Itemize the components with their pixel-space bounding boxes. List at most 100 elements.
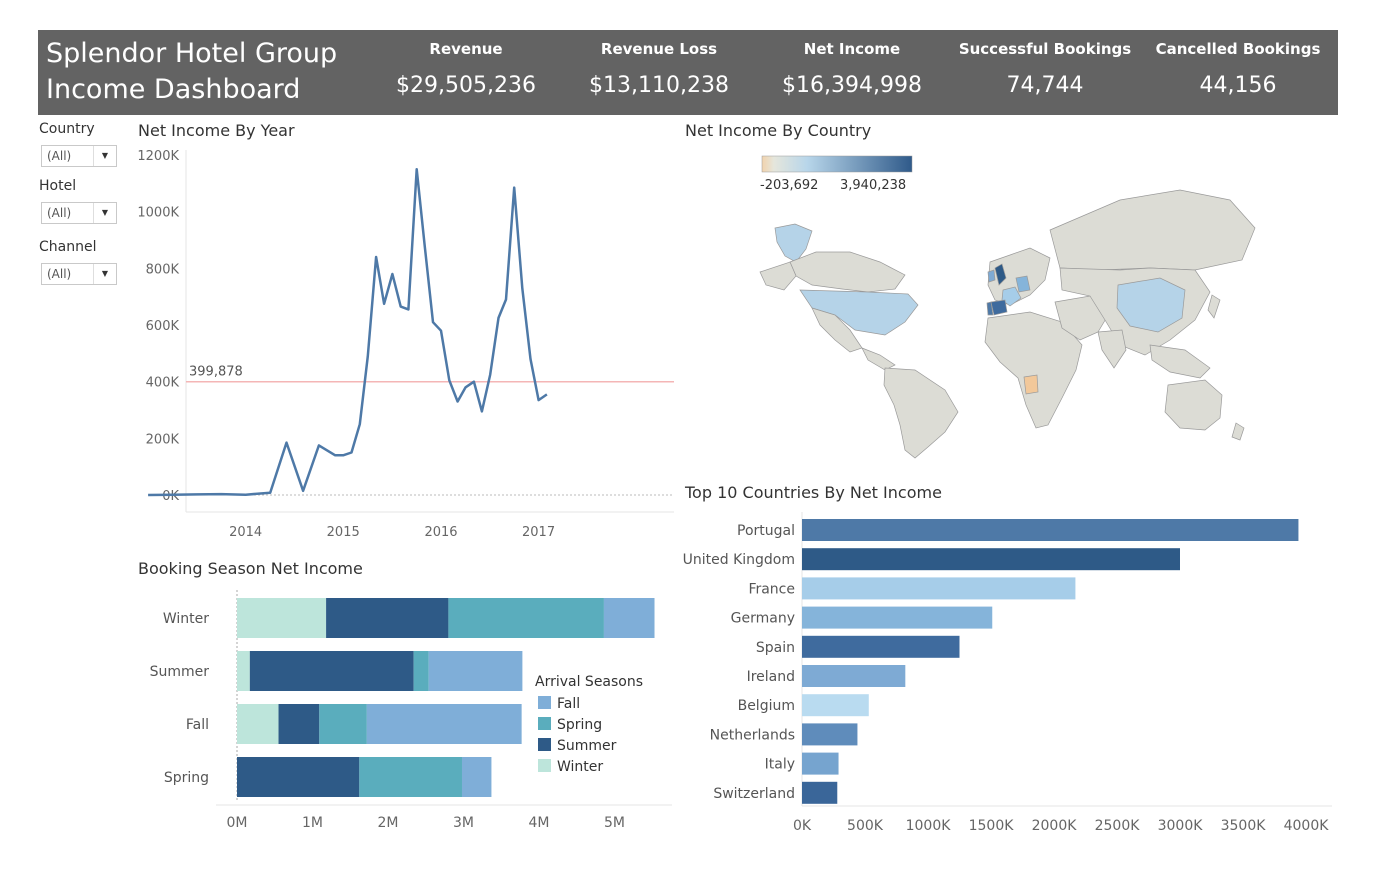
season-bar-segment (326, 598, 449, 638)
season-bar-segment (359, 757, 462, 797)
x-tick-label: 2M (378, 815, 399, 831)
season-bar-segment (603, 598, 655, 638)
country-label: Netherlands (710, 727, 795, 743)
x-tick-label: 2017 (522, 525, 555, 540)
kpi-value: 74,744 (1006, 73, 1084, 98)
country-filter-value: (All) (47, 149, 72, 163)
kpi-value: $13,110,238 (589, 73, 729, 98)
country-label: France (748, 581, 795, 597)
legend-swatch (538, 738, 551, 751)
chevron-down-icon[interactable]: ▼ (93, 203, 116, 223)
chevron-down-icon[interactable]: ▼ (93, 146, 116, 166)
season-bar-segment (461, 757, 492, 797)
season-category-label: Spring (164, 770, 209, 786)
reference-line-label: 399,878 (189, 365, 243, 380)
line-chart-title: Net Income By Year (138, 121, 295, 140)
y-tick-label: 200K (146, 432, 180, 447)
country-bar (802, 519, 1299, 541)
country-label: Spain (756, 640, 795, 656)
country-bar (802, 752, 839, 775)
net-income-line (148, 167, 548, 497)
country-label: Italy (765, 757, 795, 773)
season-chart-title: Booking Season Net Income (138, 559, 363, 578)
country-bar (802, 665, 906, 687)
y-tick-label: 400K (146, 376, 180, 391)
country-label: Belgium (738, 698, 795, 714)
x-tick-label: 500K (847, 818, 884, 834)
season-bar-segment (413, 651, 429, 691)
y-tick-label: 0K (162, 489, 179, 504)
country-bar (802, 577, 1076, 600)
x-tick-label: 5M (604, 815, 625, 831)
x-tick-label: 1500K (969, 818, 1015, 834)
kpi-label: Net Income (803, 40, 901, 58)
country-bar (802, 635, 960, 658)
top-countries-title: Top 10 Countries By Net Income (685, 483, 942, 502)
season-bar-segment (278, 704, 320, 744)
dashboard-title-line2: Income Dashboard (46, 74, 301, 105)
x-tick-label: 4000K (1284, 818, 1330, 834)
season-bar-segment (448, 598, 604, 638)
season-bar-segment (237, 651, 250, 691)
country-bar (802, 548, 1180, 571)
y-tick-label: 800K (146, 262, 180, 277)
legend-label: Summer (557, 738, 617, 754)
x-tick-label: 4M (529, 815, 550, 831)
y-tick-label: 600K (146, 319, 180, 334)
season-category-label: Winter (163, 611, 209, 627)
country-label: Switzerland (713, 786, 795, 802)
legend-label: Fall (557, 696, 580, 712)
x-tick-label: 2016 (424, 525, 457, 540)
filter-country-label: Country (39, 121, 95, 137)
kpi-value: 44,156 (1199, 73, 1277, 98)
y-tick-label: 1000K (137, 206, 179, 221)
x-tick-label: 2014 (229, 525, 262, 540)
season-bar-segment (319, 704, 367, 744)
x-tick-label: 3M (453, 815, 474, 831)
season-bar-segment (366, 704, 522, 744)
country-label: Germany (731, 611, 795, 627)
x-tick-label: 3500K (1221, 818, 1267, 834)
season-bar-segment (249, 651, 414, 691)
country-bar (802, 781, 838, 804)
season-bar-segment (428, 651, 523, 691)
filter-channel-label: Channel (39, 239, 97, 255)
map-title: Net Income By Country (685, 121, 872, 140)
season-bar-segment (237, 757, 360, 797)
y-tick-label: 1200K (137, 149, 179, 164)
header-banner: Splendor Hotel Group Income Dashboard Re… (38, 30, 1338, 115)
chevron-down-icon[interactable]: ▼ (93, 264, 116, 284)
dashboard-title-line1: Splendor Hotel Group (46, 38, 338, 69)
country-bar (802, 723, 858, 746)
season-category-label: Fall (186, 717, 209, 733)
country-label: Ireland (747, 669, 795, 685)
x-tick-label: 1M (302, 815, 323, 831)
filter-hotel-label: Hotel (39, 178, 77, 194)
legend-label: Winter (557, 759, 603, 775)
hotel-filter-value: (All) (47, 206, 72, 220)
x-tick-label: 3000K (1158, 818, 1204, 834)
x-tick-label: 1000K (906, 818, 952, 834)
hotel-filter-dropdown[interactable]: (All) ▼ (41, 202, 117, 224)
legend-title: Arrival Seasons (535, 674, 643, 690)
channel-filter-dropdown[interactable]: (All) ▼ (41, 263, 117, 285)
x-tick-label: 2000K (1032, 818, 1078, 834)
kpi-value: $29,505,236 (396, 73, 536, 98)
country-label: United Kingdom (683, 552, 795, 568)
country-label: Portugal (737, 523, 795, 539)
x-tick-label: 2500K (1095, 818, 1141, 834)
season-category-label: Summer (150, 664, 210, 680)
kpi-label: Successful Bookings (958, 40, 1132, 58)
country-filter-dropdown[interactable]: (All) ▼ (41, 145, 117, 167)
season-bar-segment (237, 598, 327, 638)
kpi-label: Revenue (429, 40, 503, 58)
x-tick-label: 2015 (327, 525, 360, 540)
legend-label: Spring (557, 717, 602, 733)
country-bar (802, 694, 869, 717)
legend-swatch (538, 717, 551, 730)
country-bar (802, 606, 993, 629)
x-tick-label: 0K (793, 818, 812, 834)
